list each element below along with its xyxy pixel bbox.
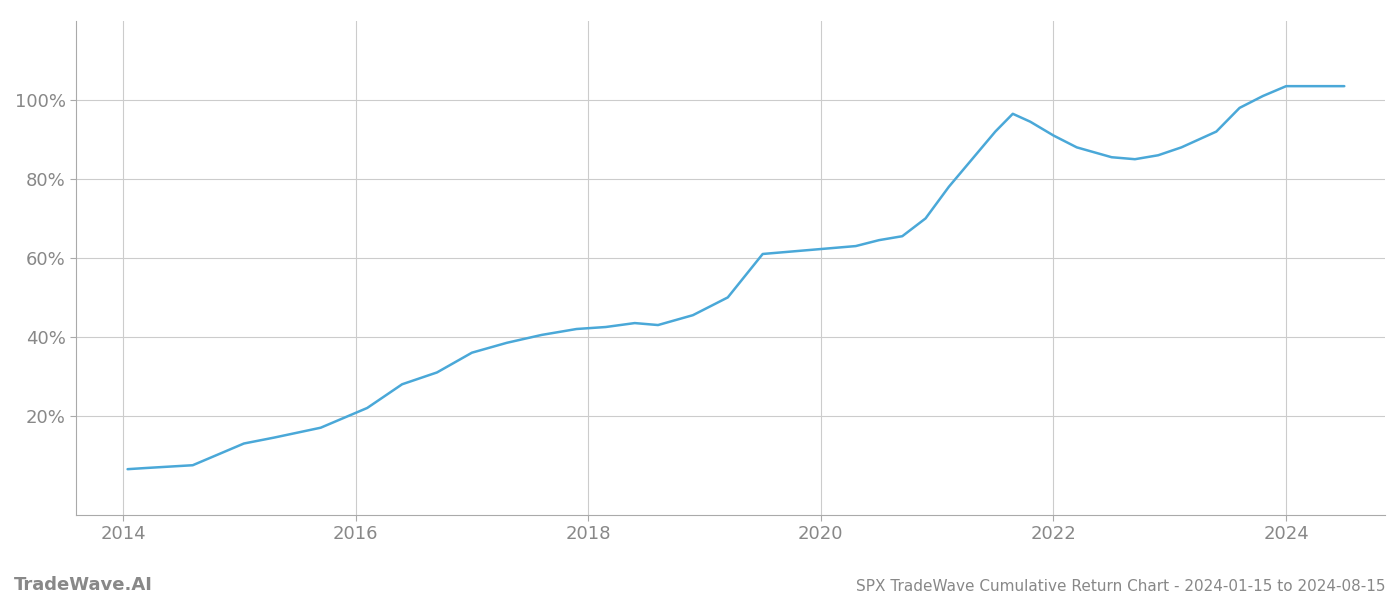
Text: SPX TradeWave Cumulative Return Chart - 2024-01-15 to 2024-08-15: SPX TradeWave Cumulative Return Chart - … [857, 579, 1386, 594]
Text: TradeWave.AI: TradeWave.AI [14, 576, 153, 594]
